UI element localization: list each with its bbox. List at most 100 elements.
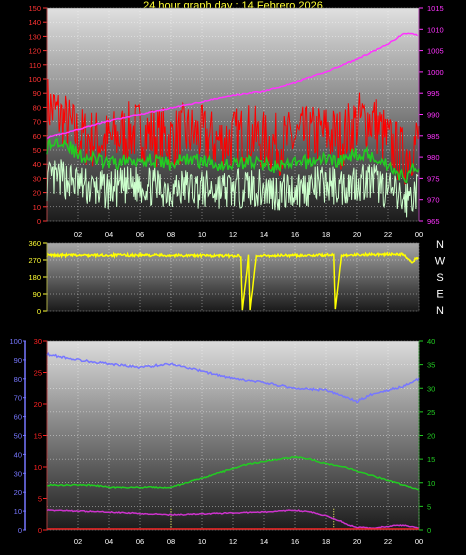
x-tick-label-bottom: 10 [198, 537, 206, 546]
right-tick-label: 25 [427, 408, 435, 417]
compass-label: W [435, 256, 446, 268]
pressure-tick-label: 1000 [427, 68, 444, 77]
series-humidity [46, 351, 420, 404]
humidity-tick-label: 100 [9, 337, 22, 346]
x-tick-label-top: 22 [384, 230, 392, 239]
temperature-tick-label: 10 [34, 463, 42, 472]
x-tick-label-bottom: 06 [136, 537, 144, 546]
wind-tick-label: 140 [28, 18, 41, 27]
humidity-tick-label: 90 [14, 356, 22, 365]
pressure-tick-label: 980 [427, 153, 440, 162]
pressure-tick-label: 970 [427, 196, 440, 205]
pressure-tick-label: 1010 [427, 25, 444, 34]
humidity-tick-label: 50 [14, 432, 22, 441]
x-tick-label-bottom: 04 [105, 537, 113, 546]
wind-tick-label: 70 [33, 118, 41, 127]
pressure-tick-label: 965 [427, 217, 440, 226]
wind-tick-label: 110 [29, 61, 41, 70]
series-magenta [46, 508, 420, 530]
right-tick-label: 0 [427, 526, 431, 535]
wind-tick-label: 40 [33, 160, 41, 169]
x-tick-label-top: 00 [415, 230, 423, 239]
wind-tick-label: 60 [33, 132, 41, 141]
compass-label: S [436, 272, 443, 284]
compass-label: N [436, 239, 444, 251]
x-tick-label-bottom: 16 [291, 537, 299, 546]
wind-tick-label: 10 [33, 203, 41, 212]
x-tick-label-bottom: 14 [260, 537, 268, 546]
x-tick-label-top: 12 [229, 230, 237, 239]
pressure-tick-label: 1015 [427, 4, 444, 13]
wind-tick-label: 30 [33, 174, 41, 183]
wind-tick-label: 0 [37, 217, 41, 226]
humidity-tick-label: 10 [14, 507, 22, 516]
series-pressure [46, 32, 419, 140]
temperature-tick-label: 5 [38, 495, 42, 504]
right-tick-label: 5 [427, 502, 431, 511]
wind-tick-label: 50 [33, 146, 41, 155]
humidity-tick-label: 30 [14, 469, 22, 478]
x-tick-label-top: 08 [167, 230, 175, 239]
pressure-tick-label: 985 [427, 132, 440, 141]
x-tick-label-bottom: 20 [353, 537, 361, 546]
direction-tick-label: 90 [33, 290, 41, 299]
humidity-tick-label: 20 [14, 488, 22, 497]
direction-tick-label: 360 [28, 239, 41, 248]
humidity-tick-label: 0 [18, 526, 22, 535]
plot-frame-direction [46, 242, 420, 312]
x-tick-label-bottom: 18 [322, 537, 330, 546]
right-tick-label: 20 [427, 432, 435, 441]
plot-frame-temperature [46, 340, 420, 531]
x-tick-label-bottom: 00 [415, 537, 423, 546]
x-tick-label-top: 16 [291, 230, 299, 239]
wind-tick-label: 80 [33, 103, 41, 112]
x-tick-label-bottom: 22 [384, 537, 392, 546]
pressure-tick-label: 995 [427, 89, 440, 98]
humidity-tick-label: 80 [14, 375, 22, 384]
right-tick-label: 40 [427, 337, 435, 346]
series-wind-light [46, 159, 419, 218]
temperature-tick-label: 20 [34, 400, 42, 409]
x-tick-label-top: 20 [353, 230, 361, 239]
right-tick-label: 35 [427, 361, 435, 370]
pressure-tick-label: 1005 [427, 47, 444, 56]
humidity-tick-label: 60 [14, 413, 22, 422]
humidity-tick-label: 40 [14, 450, 22, 459]
wind-tick-label: 120 [28, 47, 41, 56]
x-tick-label-bottom: 02 [74, 537, 82, 546]
direction-tick-label: 270 [28, 256, 41, 265]
x-tick-label-top: 04 [105, 230, 113, 239]
wind-tick-label: 90 [33, 89, 41, 98]
x-tick-label-top: 06 [136, 230, 144, 239]
x-tick-label-top: 10 [198, 230, 206, 239]
compass-label: N [436, 305, 444, 317]
wind-tick-label: 150 [28, 4, 41, 13]
x-tick-label-top: 02 [74, 230, 82, 239]
compass-label: E [436, 289, 443, 301]
plot-frame-wind [46, 7, 420, 222]
direction-tick-label: 0 [37, 307, 41, 316]
right-tick-label: 15 [427, 455, 435, 464]
pressure-tick-label: 975 [427, 174, 440, 183]
right-tick-label: 30 [427, 384, 435, 393]
temperature-tick-label: 0 [38, 526, 42, 535]
wind-tick-label: 130 [28, 32, 41, 41]
humidity-tick-label: 70 [14, 394, 22, 403]
wind-tick-label: 100 [28, 75, 41, 84]
series-green [47, 455, 420, 491]
series-wind-direction [46, 251, 419, 311]
right-tick-label: 10 [427, 479, 435, 488]
x-tick-label-top: 18 [322, 230, 330, 239]
x-tick-label-bottom: 08 [167, 537, 175, 546]
series-wind-gust [46, 79, 420, 185]
pressure-tick-label: 990 [427, 111, 440, 120]
series-wind-avg [46, 137, 420, 184]
temperature-tick-label: 25 [34, 369, 42, 378]
temperature-tick-label: 30 [34, 337, 42, 346]
direction-tick-label: 180 [28, 273, 41, 282]
x-tick-label-top: 14 [260, 230, 268, 239]
temperature-tick-label: 15 [34, 432, 42, 441]
x-tick-label-bottom: 12 [229, 537, 237, 546]
wind-tick-label: 20 [33, 189, 41, 198]
